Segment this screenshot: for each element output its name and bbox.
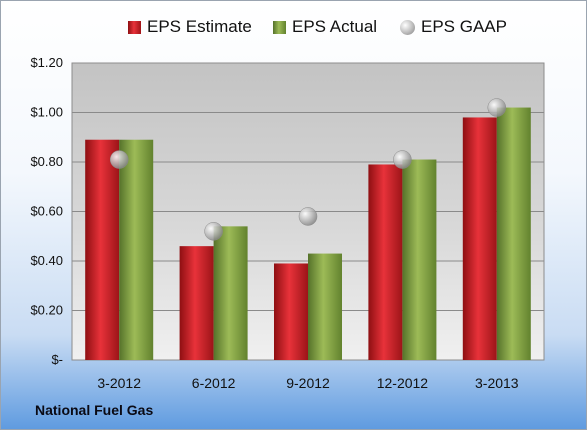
legend-swatch-eps-estimate xyxy=(128,20,141,34)
x-tick-label: 12-2012 xyxy=(377,375,429,391)
x-tick-label: 6-2012 xyxy=(192,375,236,391)
x-tick-label: 9-2012 xyxy=(286,375,330,391)
x-tick-label: 3-2013 xyxy=(475,375,519,391)
bar-eps-actual xyxy=(402,159,437,360)
bar-eps-actual xyxy=(308,253,342,360)
marker-eps-gaap xyxy=(298,207,318,226)
bar-eps-estimate xyxy=(179,246,214,360)
bar-eps-estimate xyxy=(85,139,120,360)
bar-eps-actual xyxy=(213,226,248,360)
bar-eps-estimate xyxy=(274,263,308,360)
y-tick-label: $0.60 xyxy=(30,204,63,219)
marker-eps-gaap xyxy=(487,98,507,117)
bar-eps-estimate xyxy=(368,164,403,360)
marker-eps-gaap xyxy=(109,150,129,169)
x-tick-label: 3-2012 xyxy=(97,375,141,391)
y-tick-label: $0.20 xyxy=(30,303,63,318)
legend-label-eps-gaap: EPS GAAP xyxy=(421,17,507,36)
y-tick-label: $- xyxy=(51,352,63,367)
bar-eps-actual xyxy=(496,107,531,360)
legend-swatch-eps-actual xyxy=(273,20,286,34)
marker-eps-gaap xyxy=(393,150,412,169)
marker-eps-gaap xyxy=(204,222,223,241)
y-tick-label: $0.40 xyxy=(30,253,63,268)
bar-eps-actual xyxy=(119,139,154,360)
company-name: National Fuel Gas xyxy=(35,402,154,418)
y-tick-label: $1.00 xyxy=(30,105,63,120)
legend-item-eps-actual: EPS Actual xyxy=(273,17,377,37)
legend-marker-eps-gaap xyxy=(400,19,415,35)
bar-eps-estimate xyxy=(462,117,497,360)
legend-item-eps-gaap: EPS GAAP xyxy=(400,17,507,37)
legend: EPS Estimate EPS Actual EPS GAAP xyxy=(1,17,586,41)
legend-label-eps-estimate: EPS Estimate xyxy=(147,17,252,36)
y-tick-label: $0.80 xyxy=(30,154,63,169)
legend-item-eps-estimate: EPS Estimate xyxy=(128,17,252,37)
y-tick-label: $1.20 xyxy=(30,55,63,70)
legend-label-eps-actual: EPS Actual xyxy=(292,17,378,36)
